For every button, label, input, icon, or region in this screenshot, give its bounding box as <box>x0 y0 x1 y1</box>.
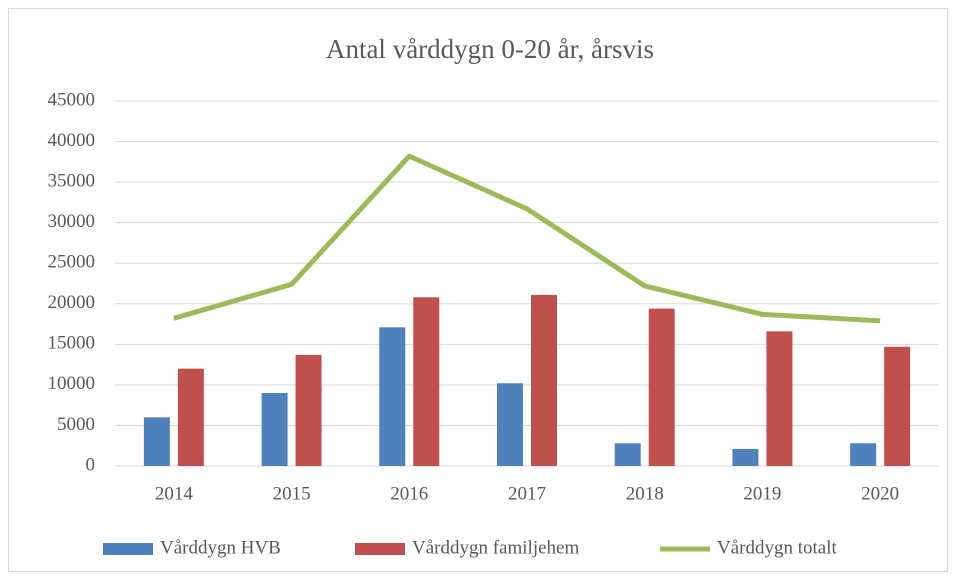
bar <box>143 417 170 466</box>
y-tick-label: 15000 <box>48 333 96 354</box>
x-tick-label: 2016 <box>390 483 428 504</box>
x-tick-label: 2017 <box>508 483 546 504</box>
legend-swatch <box>355 543 405 555</box>
y-tick-label: 30000 <box>48 211 96 232</box>
legend-label: Vårddygn HVB <box>160 537 281 558</box>
y-tick-label: 5000 <box>57 414 95 435</box>
x-tick-label: 2014 <box>155 483 194 504</box>
x-tick-label: 2015 <box>273 483 311 504</box>
y-tick-label: 10000 <box>48 373 96 394</box>
bar <box>850 443 877 466</box>
y-tick-label: 35000 <box>48 170 96 191</box>
bar <box>497 383 523 466</box>
chart-frame <box>8 8 948 572</box>
x-tick-label: 2018 <box>626 483 664 504</box>
legend-label: Vårddygn totalt <box>717 537 838 558</box>
chart-title: Antal vårddygn 0-20 år, årsvis <box>326 34 654 64</box>
bar <box>732 448 759 466</box>
y-tick-label: 25000 <box>48 252 96 273</box>
bar <box>379 327 406 466</box>
bar <box>295 354 322 466</box>
y-tick-label: 0 <box>86 454 96 475</box>
y-tick-label: 45000 <box>48 89 96 110</box>
x-tick-label: 2020 <box>861 483 899 504</box>
bar <box>884 346 911 466</box>
line <box>173 153 881 324</box>
bar <box>766 331 793 466</box>
bar <box>614 443 641 466</box>
bar <box>177 368 204 466</box>
y-tick-label: 20000 <box>48 292 96 313</box>
y-tick-label: 40000 <box>48 130 96 151</box>
bar <box>648 308 675 466</box>
bar <box>261 393 288 466</box>
x-tick-label: 2019 <box>743 483 781 504</box>
legend-swatch <box>103 543 153 555</box>
bar <box>413 297 440 466</box>
bar <box>531 294 557 466</box>
legend-label: Vårddygn familjehem <box>412 537 579 558</box>
